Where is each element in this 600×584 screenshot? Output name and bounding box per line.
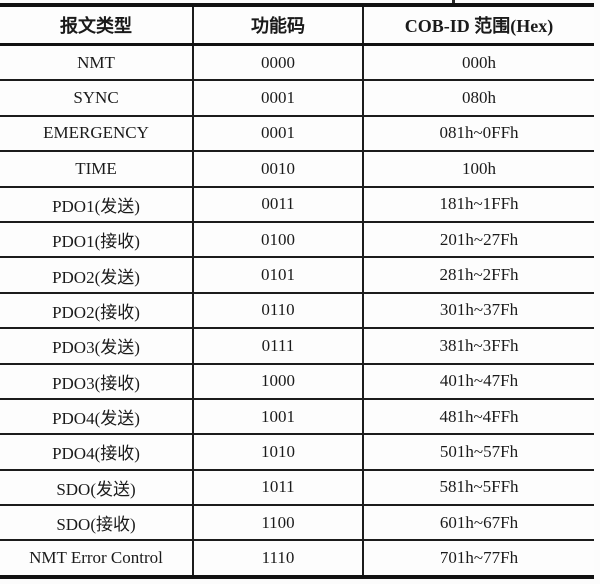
cell-cob-id-range: 100h: [363, 151, 594, 188]
table-row: SDO(接收) 1100 601h~67Fh: [0, 505, 594, 542]
cell-message-type: SDO(发送): [0, 469, 194, 507]
cell-cob-id-range: 201h~27Fh: [363, 221, 594, 259]
table-row: PDO3(接收) 1000 401h~47Fh: [0, 363, 594, 400]
cell-message-type: NMT: [0, 44, 194, 82]
col-header-message-type: 报文类型: [0, 5, 194, 46]
table-row: TIME 0010 100h: [0, 151, 594, 188]
table-row: PDO4(接收) 1010 501h~57Fh: [0, 434, 594, 471]
cell-cob-id-range: 501h~57Fh: [363, 434, 594, 471]
cell-function-code: 0001: [193, 80, 364, 117]
cell-message-type: PDO3(发送): [0, 328, 194, 365]
cell-cob-id-range: 080h: [363, 80, 594, 117]
table-row: PDO2(发送) 0101 281h~2FFh: [0, 257, 594, 294]
table-row: NMT Error Control 1110 701h~77Fh: [0, 540, 594, 577]
table-row: PDO1(接收) 0100 201h~27Fh: [0, 221, 594, 259]
cell-function-code: 0011: [193, 186, 364, 223]
cell-message-type: NMT Error Control: [0, 540, 194, 577]
cell-cob-id-range: 481h~4FFh: [363, 398, 594, 436]
table-row: PDO3(发送) 0111 381h~3FFh: [0, 328, 594, 365]
cell-function-code: 0101: [193, 257, 364, 294]
cell-message-type: SYNC: [0, 80, 194, 117]
cell-cob-id-range: 081h~0FFh: [363, 115, 594, 153]
cell-message-type: PDO2(发送): [0, 257, 194, 294]
cell-message-type: PDO4(发送): [0, 398, 194, 436]
cell-function-code: 1000: [193, 363, 364, 400]
table-header: 报文类型 功能码 COB-ID 范围(Hex): [0, 5, 594, 46]
col-header-function-code: 功能码: [193, 5, 364, 46]
table-row: SYNC 0001 080h: [0, 80, 594, 117]
cell-message-type: PDO4(接收): [0, 434, 194, 471]
table-body: NMT 0000 000h SYNC 0001 080h EMERGENCY 0…: [0, 44, 594, 577]
cell-function-code: 1110: [193, 540, 364, 577]
cell-function-code: 1001: [193, 398, 364, 436]
cell-function-code: 0100: [193, 221, 364, 259]
cell-message-type: PDO1(发送): [0, 186, 194, 223]
table-row: NMT 0000 000h: [0, 44, 594, 82]
table-row: EMERGENCY 0001 081h~0FFh: [0, 115, 594, 153]
cob-id-allocation-table: 报文类型 功能码 COB-ID 范围(Hex) NMT 0000 000h SY…: [0, 3, 594, 579]
cell-cob-id-range: 381h~3FFh: [363, 328, 594, 365]
table-row: PDO1(发送) 0011 181h~1FFh: [0, 186, 594, 223]
cell-function-code: 1010: [193, 434, 364, 471]
cell-message-type: SDO(接收): [0, 505, 194, 542]
cell-cob-id-range: 281h~2FFh: [363, 257, 594, 294]
cell-cob-id-range: 181h~1FFh: [363, 186, 594, 223]
cell-message-type: PDO1(接收): [0, 221, 194, 259]
cell-cob-id-range: 301h~37Fh: [363, 292, 594, 330]
cell-function-code: 0110: [193, 292, 364, 330]
table-row: PDO4(发送) 1001 481h~4FFh: [0, 398, 594, 436]
cell-function-code: 0010: [193, 151, 364, 188]
cell-message-type: EMERGENCY: [0, 115, 194, 153]
col-header-cob-id-range: COB-ID 范围(Hex): [363, 5, 594, 46]
table-row: SDO(发送) 1011 581h~5FFh: [0, 469, 594, 507]
table-row: PDO2(接收) 0110 301h~37Fh: [0, 292, 594, 330]
cell-function-code: 1100: [193, 505, 364, 542]
cell-cob-id-range: 000h: [363, 44, 594, 82]
cell-cob-id-range: 701h~77Fh: [439, 548, 519, 568]
cropped-text-artifact: [452, 0, 455, 4]
header-row: 报文类型 功能码 COB-ID 范围(Hex): [0, 5, 594, 46]
cell-message-type: TIME: [0, 151, 194, 188]
cell-cob-id-range: 601h~67Fh: [363, 505, 594, 542]
cell-function-code: 0111: [193, 328, 364, 365]
cell-cob-id-range: 401h~47Fh: [363, 363, 594, 400]
cell-function-code: 1011: [193, 469, 364, 507]
cell-message-type: PDO2(接收): [0, 292, 194, 330]
cell-function-code: 0001: [193, 115, 364, 153]
cell-cob-id-range: 581h~5FFh: [363, 469, 594, 507]
cell-function-code: 0000: [193, 44, 364, 82]
cell-message-type: PDO3(接收): [0, 363, 194, 400]
